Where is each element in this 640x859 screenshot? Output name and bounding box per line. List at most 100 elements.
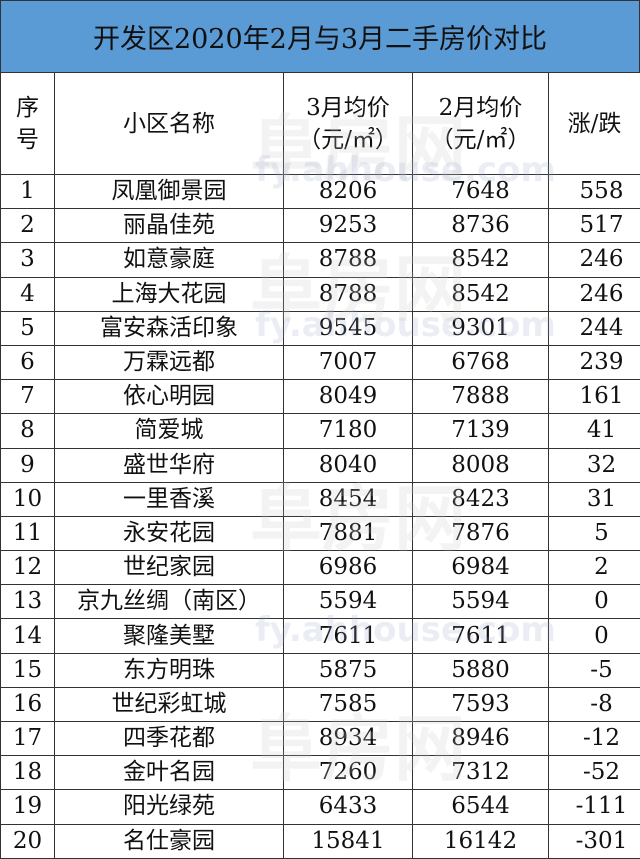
february-price: 5594 (413, 585, 549, 619)
row-index: 4 (1, 277, 55, 311)
february-price: 6544 (413, 790, 549, 824)
price-change: 32 (549, 448, 640, 482)
february-price: 8736 (413, 209, 549, 243)
march-price: 5875 (284, 653, 413, 687)
row-index: 7 (1, 380, 55, 414)
row-index: 17 (1, 722, 55, 756)
price-change: -12 (549, 722, 640, 756)
march-price: 7260 (284, 756, 413, 790)
row-index: 2 (1, 209, 55, 243)
february-price: 6984 (413, 551, 549, 585)
community-name: 永安花园 (55, 516, 284, 550)
march-price: 8040 (284, 448, 413, 482)
community-name: 上海大花园 (55, 277, 284, 311)
march-price: 9253 (284, 209, 413, 243)
community-name: 丽晶佳苑 (55, 209, 284, 243)
march-price: 9545 (284, 311, 413, 345)
price-change: 517 (549, 209, 640, 243)
row-index: 9 (1, 448, 55, 482)
february-price: 8542 (413, 243, 549, 277)
row-index: 18 (1, 756, 55, 790)
price-change: -8 (549, 687, 640, 721)
february-price: 6768 (413, 345, 549, 379)
price-change: 31 (549, 482, 640, 516)
community-name: 聚隆美墅 (55, 619, 284, 653)
price-change: 0 (549, 585, 640, 619)
row-index: 20 (1, 824, 55, 858)
header-index-line1: 序 (16, 95, 39, 121)
community-name: 名仕豪园 (55, 824, 284, 858)
header-march-line1: 3月均价 (306, 95, 390, 121)
community-name: 世纪彩虹城 (55, 687, 284, 721)
february-price: 7648 (413, 175, 549, 209)
header-index: 序号 (1, 73, 55, 175)
february-price: 9301 (413, 311, 549, 345)
march-price: 7180 (284, 414, 413, 448)
price-change: 239 (549, 345, 640, 379)
community-name: 四季花都 (55, 722, 284, 756)
row-index: 8 (1, 414, 55, 448)
march-price: 8934 (284, 722, 413, 756)
community-name: 凤凰御景园 (55, 175, 284, 209)
price-change: 244 (549, 311, 640, 345)
price-change: 0 (549, 619, 640, 653)
community-name: 富安森活印象 (55, 311, 284, 345)
price-change: 2 (549, 551, 640, 585)
header-index-line2: 号 (16, 127, 39, 153)
header-name: 小区名称 (55, 73, 284, 175)
march-price: 5594 (284, 585, 413, 619)
february-price: 7876 (413, 516, 549, 550)
row-index: 16 (1, 687, 55, 721)
price-change: -111 (549, 790, 640, 824)
price-change: 246 (549, 243, 640, 277)
february-price: 16142 (413, 824, 549, 858)
march-price: 7611 (284, 619, 413, 653)
march-price: 8206 (284, 175, 413, 209)
march-price: 6433 (284, 790, 413, 824)
row-index: 13 (1, 585, 55, 619)
price-change: 558 (549, 175, 640, 209)
row-index: 10 (1, 482, 55, 516)
march-price: 8788 (284, 277, 413, 311)
february-price: 5880 (413, 653, 549, 687)
community-name: 如意豪庭 (55, 243, 284, 277)
community-name: 世纪家园 (55, 551, 284, 585)
header-february: 2月均价（元/㎡） (413, 73, 549, 175)
row-index: 19 (1, 790, 55, 824)
row-index: 14 (1, 619, 55, 653)
header-feb-line1: 2月均价 (439, 95, 523, 121)
table-title: 开发区2020年2月与3月二手房价对比 (0, 0, 640, 73)
row-index: 12 (1, 551, 55, 585)
february-price: 7593 (413, 687, 549, 721)
march-price: 6986 (284, 551, 413, 585)
row-index: 5 (1, 311, 55, 345)
february-price: 8423 (413, 482, 549, 516)
february-price: 7139 (413, 414, 549, 448)
price-change: -301 (549, 824, 640, 858)
community-name: 一里香溪 (55, 482, 284, 516)
march-price: 8454 (284, 482, 413, 516)
community-name: 京九丝绸（南区） (55, 585, 284, 619)
march-price: 8788 (284, 243, 413, 277)
row-index: 1 (1, 175, 55, 209)
february-price: 7312 (413, 756, 549, 790)
february-price: 8946 (413, 722, 549, 756)
header-march: 3月均价（元/㎡） (284, 73, 413, 175)
march-price: 7585 (284, 687, 413, 721)
march-price: 8049 (284, 380, 413, 414)
